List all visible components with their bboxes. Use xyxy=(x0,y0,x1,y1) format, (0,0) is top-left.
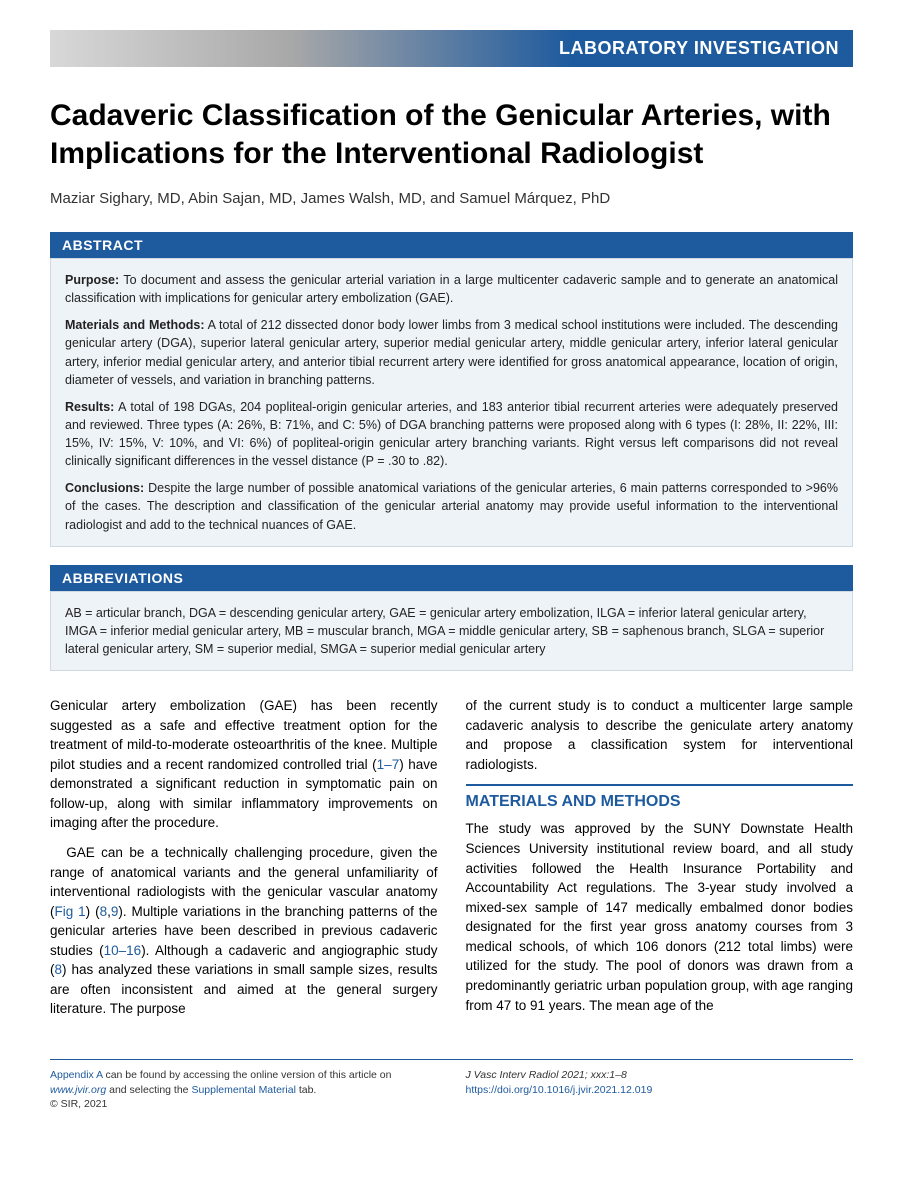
ref-link[interactable]: 8 xyxy=(55,962,63,977)
body-col-left: Genicular artery embolization (GAE) has … xyxy=(50,696,438,1029)
purpose-label: Purpose: xyxy=(65,273,119,287)
abstract-conclusions: Conclusions: Despite the large number of… xyxy=(65,479,838,533)
body-p1: Genicular artery embolization (GAE) has … xyxy=(50,696,438,833)
body-p4: The study was approved by the SUNY Downs… xyxy=(466,819,854,1015)
abstract-header: ABSTRACT xyxy=(50,232,853,258)
conclusions-label: Conclusions: xyxy=(65,481,144,495)
abstract-box: Purpose: To document and assess the geni… xyxy=(50,258,853,547)
purpose-text: To document and assess the genicular art… xyxy=(65,273,838,305)
footer-text: can be found by accessing the online ver… xyxy=(103,1069,392,1081)
appendix-link[interactable]: Appendix A xyxy=(50,1069,103,1081)
copyright: © SIR, 2021 xyxy=(50,1097,438,1112)
footer: Appendix A can be found by accessing the… xyxy=(50,1059,853,1112)
body-text: ) ( xyxy=(86,904,100,919)
category-bar: LABORATORY INVESTIGATION xyxy=(50,30,853,67)
body-col-right: of the current study is to conduct a mul… xyxy=(466,696,854,1029)
methods-heading: MATERIALS AND METHODS xyxy=(466,784,854,813)
doi-link[interactable]: https://doi.org/10.1016/j.jvir.2021.12.0… xyxy=(466,1083,854,1098)
ref-link[interactable]: 10–16 xyxy=(104,943,142,958)
body-columns: Genicular artery embolization (GAE) has … xyxy=(50,696,853,1029)
journal-citation: J Vasc Interv Radiol 2021; xxx:1–8 xyxy=(466,1068,854,1083)
abbrev-box: AB = articular branch, DGA = descending … xyxy=(50,591,853,671)
authors-line: Maziar Sighary, MD, Abin Sajan, MD, Jame… xyxy=(50,190,853,207)
appendix-note: Appendix A can be found by accessing the… xyxy=(50,1068,438,1097)
footer-left: Appendix A can be found by accessing the… xyxy=(50,1068,438,1112)
methods-label: Materials and Methods: xyxy=(65,318,205,332)
supplemental-link[interactable]: Supplemental Material xyxy=(191,1084,295,1096)
ref-link[interactable]: 1–7 xyxy=(377,757,400,772)
fig-link[interactable]: Fig 1 xyxy=(55,904,86,919)
article-title: Cadaveric Classification of the Genicula… xyxy=(50,97,853,172)
footer-right: J Vasc Interv Radiol 2021; xxx:1–8 https… xyxy=(466,1068,854,1112)
abstract-methods: Materials and Methods: A total of 212 di… xyxy=(65,316,838,389)
conclusions-text: Despite the large number of possible ana… xyxy=(65,481,838,531)
abstract-purpose: Purpose: To document and assess the geni… xyxy=(65,271,838,307)
ref-link[interactable]: 8 xyxy=(100,904,108,919)
body-text: ) has analyzed these variations in small… xyxy=(50,962,438,1016)
footer-text: and selecting the xyxy=(106,1084,191,1096)
body-p2: GAE can be a technically challenging pro… xyxy=(50,843,438,1019)
results-label: Results: xyxy=(65,400,114,414)
jvir-link[interactable]: www.jvir.org xyxy=(50,1084,106,1096)
footer-text: tab. xyxy=(296,1084,316,1096)
abstract-results: Results: A total of 198 DGAs, 204 poplit… xyxy=(65,398,838,471)
abbrev-header: ABBREVIATIONS xyxy=(50,565,853,591)
body-p3: of the current study is to conduct a mul… xyxy=(466,696,854,774)
results-text: A total of 198 DGAs, 204 popliteal-origi… xyxy=(65,400,838,468)
